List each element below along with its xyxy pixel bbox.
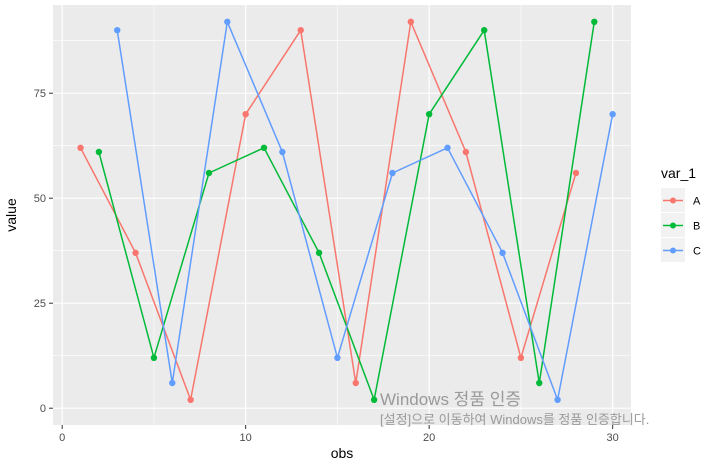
plot-panel	[53, 5, 631, 425]
windows-activation-title: Windows 정품 인증	[380, 390, 521, 409]
x-tick-label: 30	[607, 432, 619, 444]
data-point-c	[554, 396, 561, 403]
x-tick-label: 20	[423, 432, 435, 444]
minor-gridlines	[53, 5, 631, 425]
x-tick-label: 10	[240, 432, 252, 444]
data-point-a	[297, 27, 304, 34]
legend-item-a: A	[661, 188, 701, 212]
series-c	[114, 18, 616, 403]
data-point-c	[114, 27, 121, 34]
windows-activation-subtitle: [설정]으로 이동하여 Windows를 정품 인증합니다.	[380, 412, 650, 427]
y-axis-title: value	[3, 198, 19, 232]
data-point-c	[279, 148, 286, 156]
data-point-b	[591, 18, 598, 25]
data-point-c	[499, 249, 506, 256]
data-point-b	[370, 396, 378, 403]
y-tick-label: 25	[34, 298, 46, 310]
data-point-a	[462, 148, 470, 156]
data-point-b	[425, 111, 433, 118]
axis-ticks: 0 10 20 30 0 25 50 75	[34, 88, 619, 444]
major-gridlines	[53, 5, 631, 425]
legend: var_1 A B C	[661, 165, 701, 262]
data-point-c	[224, 18, 231, 25]
data-point-c	[609, 111, 616, 118]
series-layer	[77, 18, 616, 403]
data-point-b	[536, 379, 543, 387]
x-axis-title: obs	[331, 445, 354, 461]
data-point-c	[444, 144, 451, 151]
data-point-c	[389, 169, 396, 177]
legend-label-a: A	[693, 196, 701, 208]
data-point-c	[334, 354, 341, 361]
data-point-b	[315, 249, 323, 256]
data-point-a	[352, 379, 359, 387]
legend-key-point	[670, 247, 676, 254]
data-point-b	[150, 354, 158, 361]
legend-item-b: B	[661, 213, 700, 237]
data-point-b	[95, 148, 103, 156]
y-tick-label: 50	[34, 193, 46, 205]
data-point-a	[407, 18, 415, 25]
legend-key-point	[670, 197, 676, 204]
x-tick-label: 0	[59, 432, 65, 444]
data-point-c	[169, 379, 176, 387]
y-tick-label: 0	[40, 403, 46, 415]
data-point-a	[77, 144, 84, 151]
data-point-a	[132, 249, 139, 256]
data-point-a	[517, 354, 525, 361]
legend-label-b: B	[693, 221, 700, 233]
data-point-a	[187, 396, 194, 403]
series-line-c	[116, 19, 614, 403]
data-point-a	[572, 169, 580, 177]
data-point-b	[205, 169, 213, 177]
data-point-a	[242, 111, 249, 118]
data-point-b	[481, 27, 488, 34]
legend-title: var_1	[661, 165, 696, 181]
legend-label-c: C	[693, 246, 701, 258]
y-tick-label: 75	[34, 88, 46, 100]
legend-item-c: C	[661, 238, 701, 262]
data-point-b	[260, 144, 268, 151]
legend-key-point	[670, 222, 676, 229]
